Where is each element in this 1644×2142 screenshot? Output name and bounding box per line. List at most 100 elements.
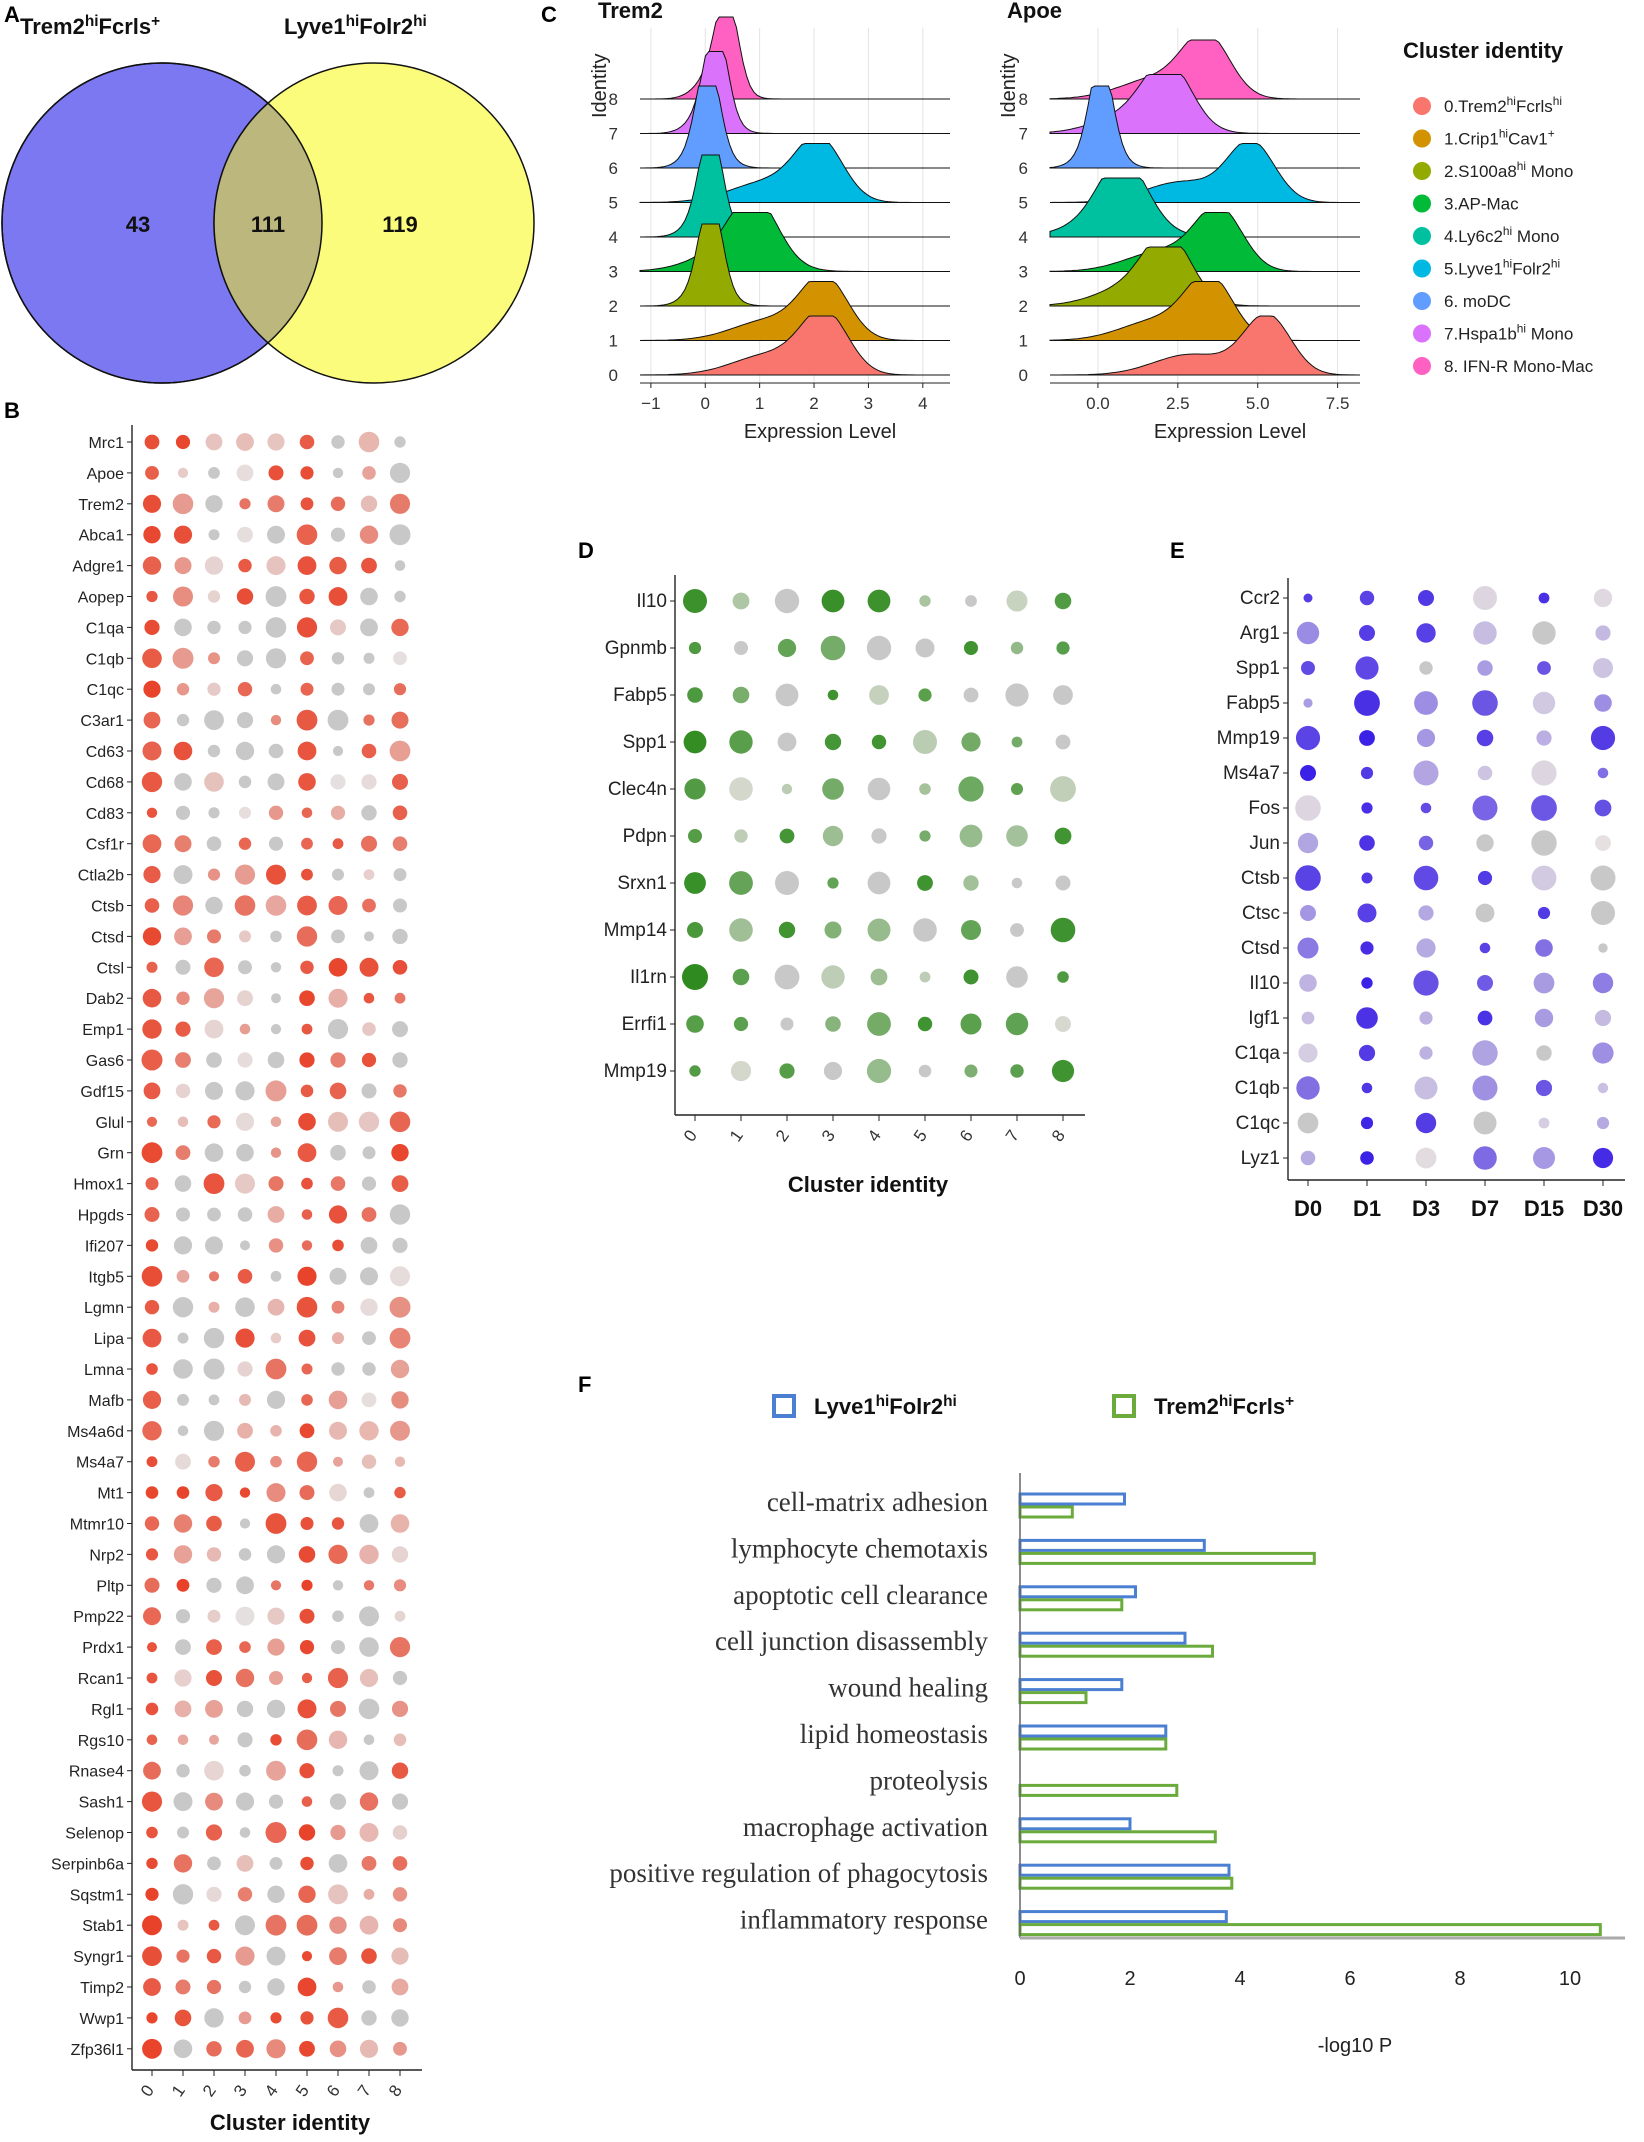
expression-dot	[729, 730, 753, 754]
expression-dot	[204, 1019, 224, 1039]
expression-dot	[1479, 942, 1491, 954]
expression-dot	[299, 1485, 315, 1501]
ridgeline-plots: Trem2 Identity 0 1 2 3 4 5 6 7 8 −1 0 1 2 3 4 Expression …	[589, 0, 1594, 443]
expression-dot	[688, 829, 702, 843]
expression-dot	[390, 1359, 410, 1379]
expression-dot	[363, 714, 375, 726]
expression-dot	[144, 1516, 160, 1531]
gene-label: Dab2	[86, 991, 124, 1008]
expression-dot	[299, 1423, 315, 1439]
expression-dot	[363, 652, 375, 664]
expression-dot	[173, 1359, 193, 1379]
expression-dot	[1472, 795, 1498, 821]
expression-dot	[389, 1204, 411, 1225]
expression-dot	[175, 1639, 191, 1655]
gene-label: Mmp14	[604, 920, 668, 941]
expression-dot	[236, 1855, 254, 1872]
expression-dot	[299, 2040, 315, 2057]
go-term-label: cell-matrix adhesion	[767, 1487, 989, 1517]
expression-dot	[329, 2040, 347, 2058]
expression-dot	[1360, 766, 1374, 780]
expression-dot	[1595, 835, 1611, 851]
expression-dot	[205, 495, 223, 513]
expression-dot	[203, 988, 225, 1009]
gene-label: Mt1	[97, 1486, 124, 1503]
gene-label: Fabp5	[613, 685, 667, 706]
expression-dot	[1057, 971, 1069, 983]
expression-dot	[866, 1058, 892, 1084]
expression-dot	[362, 1022, 376, 1036]
expression-dot	[825, 1016, 841, 1032]
expression-dot	[328, 587, 348, 606]
expression-dot	[1357, 903, 1377, 923]
expression-dot	[913, 918, 937, 942]
bar-lyve1	[1018, 1585, 1137, 1599]
expression-dot	[391, 1700, 409, 1717]
expression-dot	[330, 1144, 346, 1161]
gene-label: Ctsb	[1241, 868, 1280, 889]
legend-label-8: 8. IFN-R Mono-Mac	[1444, 357, 1594, 376]
expression-dot	[144, 1577, 160, 1593]
venn-set-1-label: Trem2hiFcrls+	[20, 13, 160, 40]
expression-dot	[236, 650, 254, 667]
expression-dot	[146, 1363, 158, 1375]
expression-dot	[235, 1946, 255, 1966]
expression-dot	[1005, 1012, 1029, 1036]
expression-dot	[145, 1177, 159, 1191]
x-tick-label: −1	[641, 394, 660, 413]
expression-dot	[1475, 903, 1495, 923]
expression-dot	[393, 1918, 407, 1933]
legend-label-2: 2.S100a8hi Mono	[1444, 159, 1573, 181]
expression-dot	[1472, 1040, 1498, 1066]
expression-dot	[389, 1637, 411, 1658]
expression-dot	[392, 928, 408, 945]
expression-dot	[919, 830, 931, 842]
expression-dot	[236, 433, 254, 451]
expression-dot	[269, 1857, 283, 1870]
expression-dot	[1531, 760, 1557, 786]
expression-dot	[1297, 1112, 1319, 1134]
expression-dot	[175, 1609, 191, 1624]
expression-dot	[391, 1175, 409, 1192]
expression-dot	[146, 1672, 158, 1684]
expression-dot	[391, 1947, 409, 1965]
expression-dot	[361, 743, 377, 759]
legend-swatch-4	[1413, 227, 1431, 245]
gene-label: Il10	[1249, 973, 1280, 994]
expression-dot	[142, 927, 162, 946]
expression-dot	[270, 1116, 282, 1128]
expression-dot	[775, 871, 799, 895]
expression-dot	[359, 1823, 379, 1842]
expression-dot	[144, 619, 160, 636]
expression-dot	[1477, 660, 1493, 676]
x-tick-label: 2	[772, 1127, 793, 1146]
legend-swatch-2	[1413, 162, 1431, 180]
venn-set-1-only-count: 43	[126, 212, 150, 237]
ridgeline-plot-2: Apoe Identity 0 1 2 3 4 5 6 7 8 0.0 2.5 5.0 7.5 Express…	[998, 0, 1360, 443]
expression-dot	[328, 1884, 348, 1905]
expression-dot	[143, 866, 161, 884]
x-axis-title: Expression Level	[1154, 421, 1306, 443]
expression-dot	[176, 683, 190, 696]
x-tick-label: D30	[1583, 1196, 1623, 1221]
expression-dot	[270, 962, 282, 973]
expression-dot	[1419, 1046, 1433, 1060]
expression-dot	[173, 1514, 193, 1533]
expression-dot	[173, 865, 193, 885]
expression-dot	[919, 595, 931, 607]
expression-dot	[330, 496, 346, 511]
expression-dot	[238, 620, 252, 635]
expression-dot	[207, 744, 221, 758]
expression-dot	[1531, 865, 1557, 891]
expression-dot	[207, 1207, 221, 1222]
expression-dot	[267, 433, 285, 451]
expression-dot	[238, 1980, 252, 1994]
expression-dot	[332, 1239, 344, 1252]
expression-dot	[176, 1207, 190, 1222]
expression-dot	[330, 619, 346, 636]
expression-dot	[270, 714, 282, 726]
expression-dot	[394, 590, 406, 603]
expression-dot	[867, 589, 891, 613]
expression-dot	[147, 1642, 157, 1653]
ridge-cluster-0	[1050, 315, 1360, 376]
